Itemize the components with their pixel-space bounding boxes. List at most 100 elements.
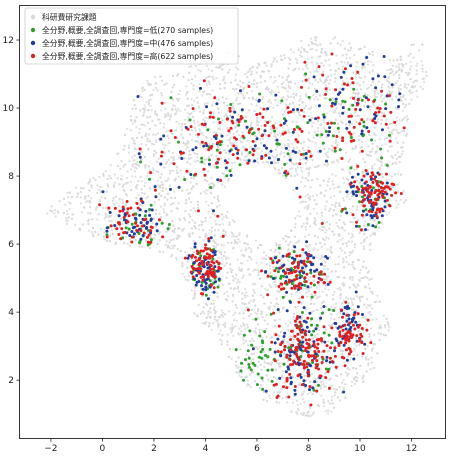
background-point <box>243 96 246 99</box>
background-point <box>305 205 308 208</box>
background-point <box>229 328 232 331</box>
background-point <box>386 126 389 130</box>
background-point <box>370 84 373 87</box>
background-point <box>356 114 359 117</box>
background-point <box>351 278 354 282</box>
background-point <box>186 188 189 192</box>
background-point <box>255 119 259 122</box>
background-point <box>224 113 228 116</box>
background-point <box>315 69 318 73</box>
background-point <box>165 82 168 85</box>
background-point <box>102 206 105 210</box>
background-point <box>373 92 376 95</box>
background-point <box>324 208 327 211</box>
background-point <box>325 228 328 231</box>
background-point <box>164 107 167 110</box>
background-point <box>263 61 266 64</box>
background-point <box>304 226 307 229</box>
background-point <box>312 279 315 282</box>
background-point <box>380 115 383 118</box>
background-point <box>235 364 238 367</box>
background-point <box>284 240 288 243</box>
background-point <box>309 391 312 394</box>
background-point <box>317 126 320 130</box>
background-point <box>190 129 193 132</box>
background-point <box>352 308 355 311</box>
background-point <box>327 409 330 412</box>
background-point <box>293 147 296 150</box>
background-point <box>134 239 137 242</box>
background-point <box>349 49 352 52</box>
background-point <box>371 318 374 321</box>
background-point <box>241 153 244 156</box>
background-point <box>217 256 220 259</box>
background-point <box>307 86 310 89</box>
background-point <box>313 98 316 101</box>
background-point <box>276 361 279 364</box>
background-point <box>154 233 157 237</box>
background-point <box>275 297 278 300</box>
background-point <box>279 243 282 247</box>
background-point <box>215 245 218 248</box>
background-point <box>265 254 268 257</box>
background-point <box>194 227 197 230</box>
background-point <box>65 219 68 222</box>
background-point <box>386 149 389 153</box>
background-point <box>170 203 173 206</box>
background-point <box>178 217 181 220</box>
background-point <box>348 359 352 362</box>
background-point <box>304 308 307 311</box>
background-point <box>316 177 319 181</box>
background-point <box>276 85 279 88</box>
background-point <box>380 86 383 89</box>
background-point <box>326 267 329 271</box>
background-point <box>310 37 313 40</box>
background-point <box>171 247 175 250</box>
background-point <box>260 285 263 288</box>
background-point <box>377 332 380 335</box>
background-point <box>172 224 175 227</box>
background-point <box>421 64 424 67</box>
background-point <box>341 121 344 125</box>
background-point <box>315 67 318 70</box>
background-point <box>130 188 133 192</box>
background-point <box>324 90 327 93</box>
background-point <box>353 347 356 350</box>
background-point <box>412 43 416 46</box>
background-point <box>231 300 234 303</box>
background-point <box>282 81 285 84</box>
background-point <box>140 188 143 191</box>
background-point <box>359 88 362 91</box>
background-point <box>172 104 175 107</box>
background-point <box>309 340 312 343</box>
background-point <box>377 226 380 229</box>
background-point <box>169 255 173 258</box>
background-point <box>270 335 273 339</box>
background-point <box>228 355 231 358</box>
background-point <box>144 181 147 184</box>
background-point <box>224 214 228 217</box>
background-point <box>323 147 326 150</box>
background-point <box>295 241 298 244</box>
background-point <box>307 77 310 80</box>
background-point <box>296 59 299 62</box>
background-point <box>217 107 220 110</box>
background-point <box>322 401 325 404</box>
background-point <box>359 181 362 184</box>
background-point <box>269 271 272 274</box>
background-point <box>263 302 266 305</box>
background-point <box>315 384 318 387</box>
background-point <box>322 179 325 182</box>
background-point <box>203 312 206 315</box>
background-point <box>235 99 238 102</box>
background-point <box>331 96 334 100</box>
background-point <box>262 70 265 73</box>
background-point <box>315 336 318 339</box>
background-point <box>146 137 149 140</box>
background-point <box>300 39 303 43</box>
background-point <box>221 311 224 314</box>
background-point <box>312 248 315 251</box>
background-point <box>294 82 297 85</box>
background-point <box>210 328 213 331</box>
background-point <box>344 371 347 374</box>
